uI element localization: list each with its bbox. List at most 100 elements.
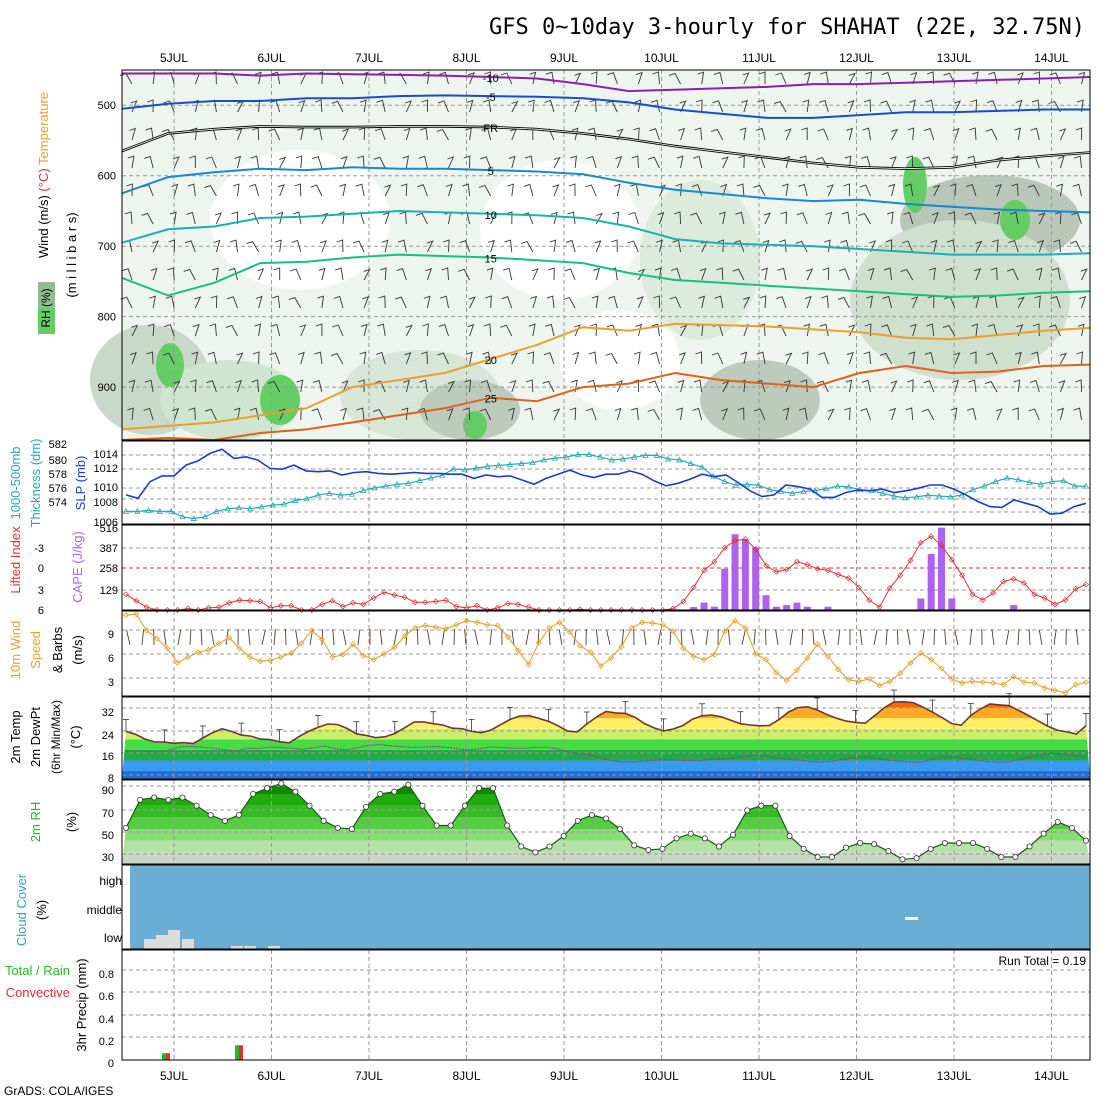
precip-convective-bar — [239, 1045, 243, 1060]
wind-barb — [926, 71, 935, 85]
rh-marker — [984, 845, 991, 852]
wind-barb — [189, 379, 197, 393]
panel-ylabel-text: 10m Wind — [8, 621, 23, 680]
wind-barb — [668, 72, 681, 85]
wind-barb — [210, 295, 218, 309]
wind-speed-marker — [762, 656, 770, 663]
panel-ylabel: (%) — [64, 812, 79, 832]
precip-convective-bar — [166, 1053, 170, 1060]
date-label-top: 7JUL — [355, 51, 383, 65]
wind-barb — [712, 100, 724, 113]
isotherm-label: FR — [483, 123, 498, 135]
wind-speed-marker — [257, 658, 264, 665]
wind-barb — [228, 267, 238, 281]
wind-barb — [826, 184, 834, 197]
wind-barb — [841, 211, 850, 225]
wind-speed-marker — [659, 621, 666, 628]
cape-bar — [803, 606, 811, 610]
wind-speed-marker — [432, 624, 439, 631]
lifted-index-marker — [835, 571, 842, 578]
cloud-level-low: low — [104, 931, 122, 945]
lifted-index-marker — [566, 607, 573, 613]
date-label-top: 12JUL — [839, 51, 874, 65]
wind-barb — [227, 296, 238, 309]
wind-barb — [867, 267, 875, 281]
thickness-marker — [563, 453, 570, 460]
wind-barb — [568, 183, 576, 197]
wind-barb — [949, 183, 957, 197]
rh-marker — [730, 831, 737, 838]
wind-speed-marker — [1051, 687, 1059, 694]
wind-barb — [275, 239, 282, 253]
wind-speed-marker — [1031, 679, 1038, 687]
wind-barb — [763, 212, 771, 225]
wind-speed-marker — [1020, 679, 1028, 686]
wind-barb — [254, 71, 262, 85]
wind-barb — [742, 72, 750, 85]
lifted-index-marker — [504, 600, 511, 607]
wind-barb — [966, 407, 977, 421]
wind-barb — [924, 351, 935, 365]
wind-speed-marker — [1041, 684, 1048, 691]
wind-barb — [149, 295, 156, 309]
wind-barb — [466, 99, 474, 113]
rh-marker — [391, 788, 398, 795]
wind10m-barb — [801, 628, 804, 646]
isotherm-line — [121, 166, 1091, 214]
wind-barb — [510, 352, 518, 365]
wind10m-barb — [525, 629, 530, 646]
wind-barb — [1080, 268, 1088, 281]
rh-marker — [165, 796, 172, 803]
wind10m-panel: 9 6 3 10m Wind Speed & Barbs (m/s) — [8, 610, 1091, 697]
wind-barb — [485, 295, 492, 309]
wind-barb — [593, 267, 600, 281]
panel-ylabel-text: & Barbs — [50, 626, 65, 673]
wind-barb — [930, 239, 938, 253]
lifted-index-marker — [546, 607, 553, 613]
wind-barb — [795, 240, 808, 253]
wind-barb — [374, 380, 386, 393]
wind-barb — [594, 240, 602, 253]
wind-speed-marker — [845, 676, 852, 683]
dewpoint-line — [125, 743, 1087, 763]
wind-barb — [167, 267, 175, 281]
wind-barb — [636, 296, 644, 309]
rh-marker — [348, 826, 355, 833]
rh-marker — [701, 835, 708, 842]
wind-barb — [860, 408, 871, 421]
wind10m-barb — [991, 629, 995, 646]
wind10m-barb — [775, 629, 779, 646]
rh-shading-blob — [560, 310, 680, 410]
cape-bar — [762, 595, 770, 610]
y-tick-label: 387 — [100, 543, 118, 555]
lifted-index-marker — [732, 537, 739, 544]
wind-barb — [1030, 127, 1040, 141]
slp-line — [125, 448, 1087, 515]
wind-barb — [380, 267, 387, 281]
lifted-index-marker — [866, 597, 873, 604]
lifted-index-marker — [350, 599, 357, 606]
rh-marker — [151, 794, 158, 801]
wind-barb — [802, 99, 810, 113]
wind-barb — [436, 128, 449, 141]
wind10m-barb — [441, 629, 445, 646]
thickness-marker — [348, 490, 356, 497]
wind-barb — [590, 71, 598, 85]
wind-barb — [859, 184, 871, 197]
cape-bar — [710, 606, 718, 610]
wind-speed-marker — [277, 654, 284, 661]
rh-marker — [377, 791, 384, 798]
lifted-index-marker — [628, 607, 635, 613]
wind-barb — [994, 183, 1002, 197]
wind-barb — [1012, 155, 1020, 169]
wind-barb — [464, 379, 472, 393]
wind-barb — [573, 324, 581, 337]
wind-barb — [257, 268, 265, 281]
thickness-marker — [540, 456, 548, 463]
temp-band — [122, 760, 1090, 772]
thickness-marker — [890, 492, 898, 499]
wind-barb — [204, 408, 217, 421]
thickness-marker — [235, 504, 243, 511]
thickness-marker — [201, 513, 209, 520]
wind-barb — [1014, 351, 1022, 365]
